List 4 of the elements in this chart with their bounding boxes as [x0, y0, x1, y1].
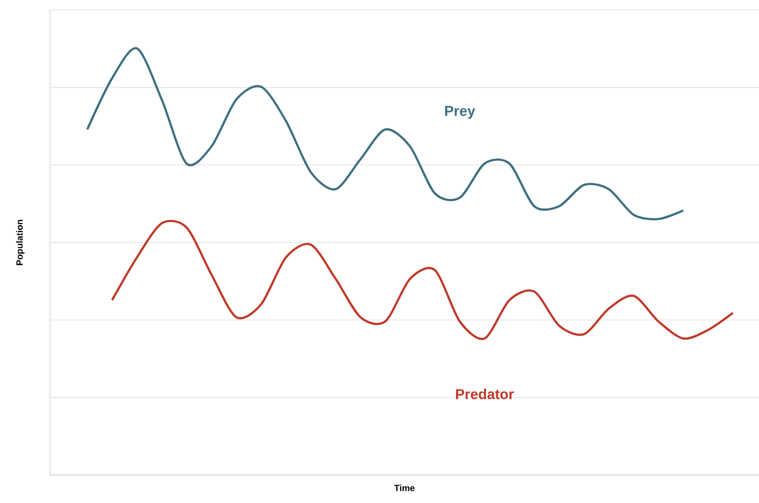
x-axis-title: Time [394, 484, 415, 492]
y-axis-title: Population [16, 220, 24, 266]
text: Predator [456, 388, 514, 400]
text: Prey [445, 106, 476, 119]
